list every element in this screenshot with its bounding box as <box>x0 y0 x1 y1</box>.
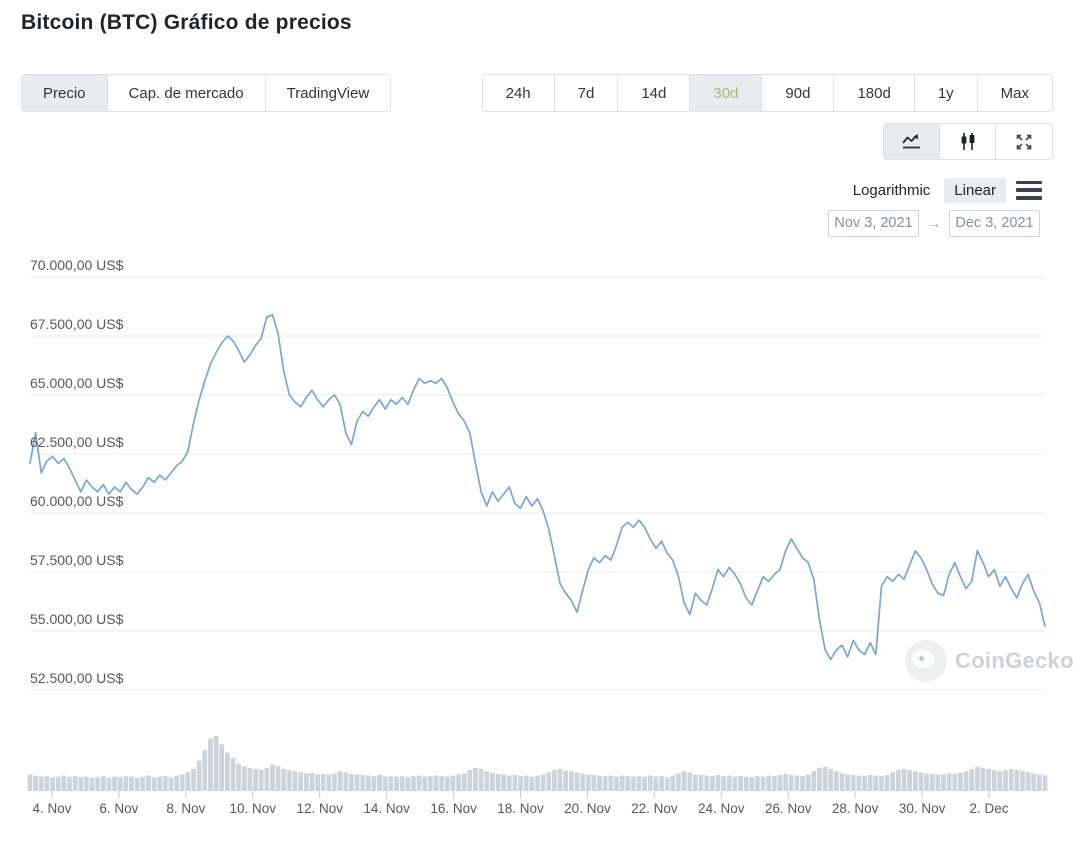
range-max[interactable]: Max <box>977 75 1052 111</box>
range-14d[interactable]: 14d <box>618 75 691 111</box>
y-axis-label: 57.500,00 US$ <box>30 552 124 568</box>
view-tabs: Precio Cap. de mercado TradingView <box>21 74 392 112</box>
chart-canvas <box>27 276 1048 798</box>
x-axis-label: 30. Nov <box>898 801 946 816</box>
tab-cap-de-mercado[interactable]: Cap. de mercado <box>107 75 266 111</box>
y-axis-label: 55.000,00 US$ <box>30 611 124 627</box>
tab-precio[interactable]: Precio <box>22 75 108 111</box>
date-range-row: Nov 3, 2021 → Dec 3, 2021 <box>828 209 1040 237</box>
x-axis-label: 4. Nov <box>32 801 72 816</box>
x-axis-label: 18. Nov <box>497 801 544 816</box>
range-30d[interactable]: 30d <box>690 75 763 111</box>
date-from-input[interactable]: Nov 3, 2021 <box>828 209 919 237</box>
range-1y[interactable]: 1y <box>914 75 978 111</box>
range-24h[interactable]: 24h <box>482 75 555 111</box>
range-180d[interactable]: 180d <box>834 75 915 111</box>
range-7d[interactable]: 7d <box>554 75 619 111</box>
y-axis-label: 67.500,00 US$ <box>30 316 124 332</box>
x-axis-label: 20. Nov <box>564 801 611 816</box>
x-axis-label: 16. Nov <box>430 801 477 816</box>
y-axis-label: 70.000,00 US$ <box>30 257 124 273</box>
date-to-input[interactable]: Dec 3, 2021 <box>949 209 1040 237</box>
chart-type-toggle <box>883 123 1053 160</box>
menu-icon[interactable] <box>1016 180 1042 200</box>
x-axis-label: 26. Nov <box>764 801 812 816</box>
x-axis-label: 28. Nov <box>831 801 879 816</box>
x-axis-label: 10. Nov <box>229 801 277 816</box>
y-axis-label: 52.500,00 US$ <box>30 670 124 686</box>
range-tabs: 24h 7d 14d 30d 90d 180d 1y Max <box>481 74 1053 112</box>
fullscreen-icon <box>1015 133 1033 151</box>
scale-linear[interactable]: Linear <box>944 177 1006 203</box>
x-axis-label: 24. Nov <box>698 801 745 816</box>
y-axis-label: 62.500,00 US$ <box>30 434 124 450</box>
tab-tradingview[interactable]: TradingView <box>265 75 391 111</box>
x-axis-label: 8. Nov <box>166 801 206 816</box>
line-chart-icon <box>901 133 922 150</box>
x-axis-label: 14. Nov <box>363 801 410 816</box>
date-arrow-icon: → <box>927 215 941 231</box>
price-line-series <box>29 313 1046 661</box>
scale-logarithmic[interactable]: Logarithmic <box>852 181 931 199</box>
candlestick-button[interactable] <box>940 124 996 159</box>
page-title: Bitcoin (BTC) Gráfico de precios <box>21 11 352 34</box>
range-90d[interactable]: 90d <box>762 75 835 111</box>
y-axis-label: 65.000,00 US$ <box>30 375 124 391</box>
x-axis-label: 6. Nov <box>99 801 139 816</box>
scale-toggle-row: Logarithmic Linear <box>849 176 1042 204</box>
x-axis-label: 12. Nov <box>296 801 343 816</box>
candlestick-icon <box>959 132 977 151</box>
x-axis-label: 2. Dec <box>969 801 1009 816</box>
volume-bars <box>27 736 1048 791</box>
fullscreen-button[interactable] <box>996 124 1052 159</box>
price-chart-area[interactable]: 70.000,00 US$ 67.500,00 US$ 65.000,00 US$ 6… <box>0 250 1073 830</box>
y-axis-label: 60.000,00 US$ <box>30 493 124 509</box>
line-chart-button[interactable] <box>884 124 940 159</box>
x-axis-label: 22. Nov <box>631 801 678 816</box>
